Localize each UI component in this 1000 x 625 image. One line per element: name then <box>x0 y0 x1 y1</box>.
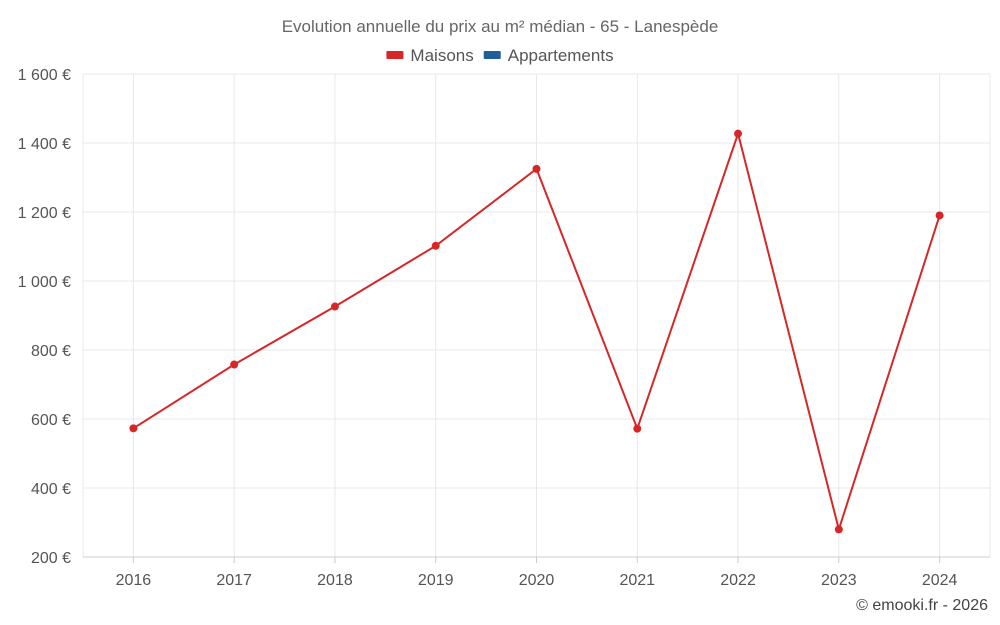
x-tick-label: 2023 <box>821 572 857 589</box>
y-tick-label: 200 € <box>31 550 71 567</box>
legend-swatch <box>386 51 404 59</box>
x-tick-label: 2020 <box>519 572 555 589</box>
data-point[interactable] <box>230 360 239 369</box>
data-point[interactable] <box>532 164 541 173</box>
y-tick-label: 800 € <box>31 343 71 360</box>
series-layer <box>129 129 944 534</box>
data-point[interactable] <box>431 241 440 250</box>
data-point[interactable] <box>633 424 642 433</box>
legend-swatch <box>483 51 501 59</box>
axes: 200 € 400 € 600 € 800 € 1 000 € 1 200 € 1 400 … <box>18 67 991 589</box>
x-tick-label: 2019 <box>418 572 454 589</box>
legend: Maisons Appartements <box>386 46 614 65</box>
x-tick-label: 2022 <box>720 572 756 589</box>
chart-title: Evolution annuelle du prix au m² médian … <box>282 17 719 36</box>
data-point[interactable] <box>129 424 138 433</box>
credit-text: © emooki.fr - 2026 <box>856 597 988 614</box>
data-point[interactable] <box>734 129 743 138</box>
y-tick-label: 1 200 € <box>18 205 71 222</box>
data-point[interactable] <box>834 525 843 534</box>
legend-label: Appartements <box>508 46 614 65</box>
legend-item-appartements[interactable]: Appartements <box>483 46 614 65</box>
data-point[interactable] <box>935 211 944 220</box>
y-tick-label: 1 000 € <box>18 274 71 291</box>
data-point[interactable] <box>330 302 339 311</box>
x-tick-label: 2016 <box>116 572 152 589</box>
y-tick-label: 600 € <box>31 412 71 429</box>
x-tick-label: 2021 <box>619 572 655 589</box>
y-tick-label: 1 600 € <box>18 67 71 84</box>
x-tick-label: 2024 <box>922 572 958 589</box>
grid <box>83 73 990 558</box>
legend-label: Maisons <box>410 46 473 65</box>
y-tick-label: 400 € <box>31 481 71 498</box>
x-tick-label: 2017 <box>216 572 252 589</box>
y-tick-label: 1 400 € <box>18 136 71 153</box>
legend-item-maisons[interactable]: Maisons <box>386 46 474 65</box>
x-tick-label: 2018 <box>317 572 353 589</box>
